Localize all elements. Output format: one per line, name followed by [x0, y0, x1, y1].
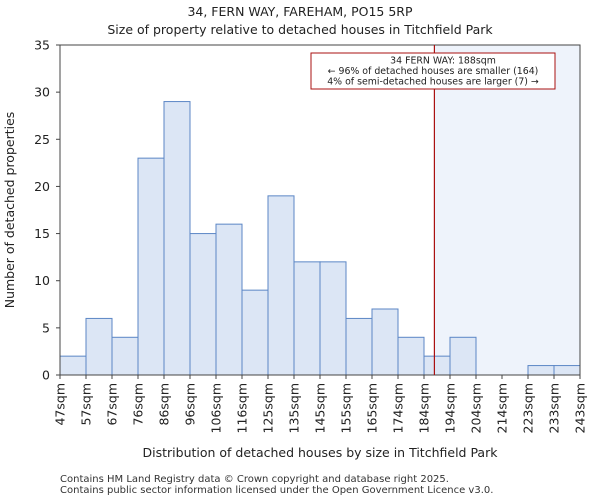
x-tick-label: 214sqm [495, 383, 510, 433]
x-tick-label: 145sqm [313, 383, 328, 433]
x-axis-label: Distribution of detached houses by size … [143, 445, 499, 460]
x-tick-label: 155sqm [339, 383, 354, 433]
histogram-bar [527, 365, 555, 376]
x-tick-label: 106sqm [209, 383, 224, 433]
histogram-bar [215, 223, 243, 376]
histogram-bar [293, 261, 321, 376]
footer-line-2: Contains public sector information licen… [60, 485, 494, 496]
y-tick-label: 5 [42, 320, 50, 335]
histogram-bar [59, 355, 87, 376]
histogram-bar [267, 195, 295, 376]
y-tick-label: 30 [34, 85, 50, 100]
histogram-bar [111, 336, 139, 376]
x-tick-label: 174sqm [391, 383, 406, 433]
x-tick-label: 184sqm [417, 383, 432, 433]
annotation-line: 4% of semi-detached houses are larger (7… [327, 77, 539, 88]
annotation-line: 34 FERN WAY: 188sqm [390, 56, 496, 67]
y-tick-label: 15 [34, 226, 50, 241]
x-tick-label: 76sqm [131, 383, 146, 426]
x-tick-label: 204sqm [469, 383, 484, 433]
x-tick-label: 243sqm [573, 383, 588, 433]
histogram-bar [423, 355, 451, 376]
histogram-bar [189, 233, 217, 376]
x-tick-label: 47sqm [53, 383, 68, 426]
chart-subtitle: Size of property relative to detached ho… [107, 22, 493, 37]
histogram-bar [345, 317, 373, 376]
histogram-bar [553, 365, 581, 376]
annotation-line: ← 96% of detached houses are smaller (16… [328, 66, 539, 77]
y-tick-label: 0 [42, 368, 50, 383]
chart-title: 34, FERN WAY, FAREHAM, PO15 5RP [187, 4, 413, 19]
x-tick-label: 86sqm [157, 383, 172, 426]
x-tick-label: 223sqm [521, 383, 536, 433]
x-tick-label: 135sqm [287, 383, 302, 433]
y-tick-label: 20 [34, 179, 50, 194]
larger-region-highlight [434, 45, 580, 375]
histogram-bar [397, 336, 425, 376]
x-tick-label: 96sqm [183, 383, 198, 426]
histogram-chart: 0 5 10 15 20 25 30 35 47sqm 57sqm 67sqm 76sqm 86sqm… [2, 38, 588, 461]
x-tick-label: 194sqm [443, 383, 458, 433]
x-tick-label: 57sqm [79, 383, 94, 426]
x-tick-label: 67sqm [105, 383, 120, 426]
histogram-bar [319, 261, 347, 376]
x-tick-label: 125sqm [261, 383, 276, 433]
y-axis-label: Number of detached properties [2, 112, 17, 309]
histogram-bar [163, 101, 191, 376]
histogram-bar [449, 336, 477, 376]
y-tick-label: 25 [34, 132, 50, 147]
histogram-bar [85, 317, 113, 376]
footer-line-1: Contains HM Land Registry data © Crown c… [60, 474, 449, 485]
x-tick-label: 116sqm [235, 383, 250, 433]
x-tick-label: 165sqm [365, 383, 380, 433]
annotation-box [310, 52, 556, 90]
x-tick-label: 233sqm [547, 383, 562, 433]
y-tick-label: 10 [34, 273, 50, 288]
y-tick-label: 35 [34, 38, 50, 53]
histogram-bar [371, 308, 399, 376]
histogram-bar [241, 289, 269, 376]
histogram-bar [137, 157, 165, 376]
